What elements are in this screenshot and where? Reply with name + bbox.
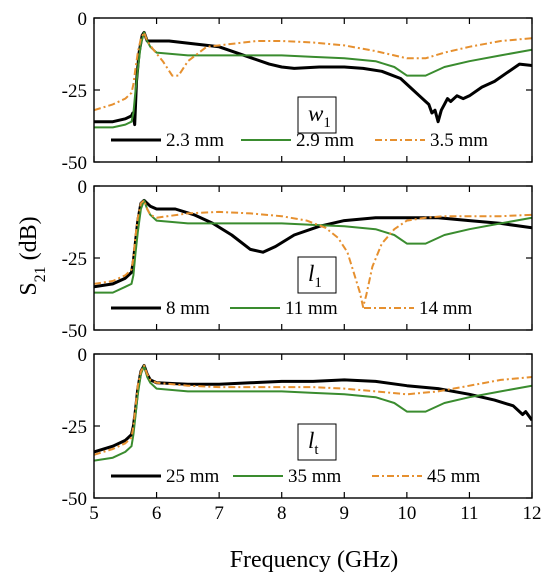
legend-label: 14 mm	[419, 298, 473, 319]
parameter-box	[297, 256, 337, 294]
parameter-subscript: t	[314, 442, 319, 458]
y-axis-label-main: S	[16, 282, 42, 295]
y-tick-label: -50	[62, 153, 87, 174]
y-tick-label: -25	[62, 249, 87, 270]
legend-label: 45 mm	[427, 466, 481, 487]
y-tick-label: 0	[78, 9, 88, 30]
panel-2: 0 -25 -50 l1 8 mm 11 mm 14 mm	[62, 177, 533, 342]
series-line-1-panel-2	[94, 198, 532, 289]
legend-label: 2.3 mm	[166, 130, 224, 151]
parameter-symbol: l	[308, 428, 314, 453]
y-tick-label: -25	[62, 417, 87, 438]
x-tick-label: 6	[152, 503, 162, 524]
parameter-subscript: 1	[323, 115, 331, 131]
y-axis-label-unit: (dB)	[16, 216, 42, 266]
panel-1: 0 -25 -50 w1 2.3 mm 2.9 mm 3.5 mm	[62, 9, 533, 174]
parameter-symbol: w	[308, 101, 324, 126]
parameter-symbol: l	[308, 261, 314, 286]
x-tick-label: 10	[397, 503, 416, 524]
series-line-3-panel-2	[94, 199, 532, 308]
series-line-2-panel-1	[94, 31, 532, 129]
y-axis-label-subscript: 21	[32, 266, 49, 282]
x-tick-label: 7	[214, 503, 224, 524]
series-line-3-panel-3	[94, 364, 532, 456]
y-axis-label: S21 (dB)	[16, 216, 49, 295]
legend-label: 25 mm	[166, 466, 220, 487]
x-tick-label: 8	[277, 503, 287, 524]
y-tick-label: -50	[62, 321, 87, 342]
y-tick-label: -50	[62, 489, 87, 510]
series-line-2-panel-2	[94, 199, 532, 294]
x-tick-label: 12	[523, 503, 542, 524]
legend-label: 35 mm	[288, 466, 342, 487]
legend-label: 8 mm	[166, 298, 210, 319]
series-line-3-panel-1	[94, 31, 532, 112]
legend-label: 2.9 mm	[296, 130, 354, 151]
y-tick-label: 0	[78, 345, 88, 366]
x-tick-label: 11	[460, 503, 478, 524]
parameter-label: l1	[308, 261, 322, 291]
y-tick-label: 0	[78, 177, 88, 198]
series-line-2-panel-3	[94, 364, 532, 462]
parameter-label: w1	[308, 101, 331, 131]
x-tick-label: 5	[89, 503, 99, 524]
parameter-box	[297, 423, 337, 461]
panel-3: 5 6 7 8 9 10 11 12 0 -25 -50 lt 25 mm 35 mm 45 mm	[62, 345, 542, 524]
parameter-subscript: 1	[314, 275, 322, 291]
x-axis-label: Frequency (GHz)	[230, 547, 399, 573]
x-tick-label: 9	[340, 503, 350, 524]
legend-label: 3.5 mm	[430, 130, 488, 151]
parameter-box	[297, 96, 337, 134]
legend-label: 11 mm	[285, 298, 338, 319]
parameter-label: lt	[308, 428, 319, 458]
y-tick-label: -25	[62, 81, 87, 102]
